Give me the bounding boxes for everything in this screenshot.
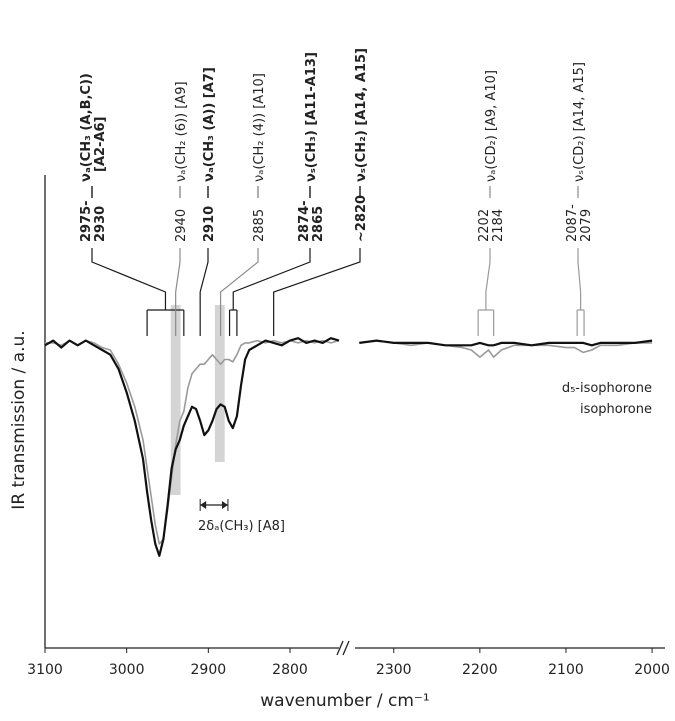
x-axis-title: wavenumber / cm⁻¹ — [260, 691, 429, 711]
highlight-band — [214, 305, 225, 462]
x-tick-label: 2300 — [376, 662, 412, 678]
annotation-number: 2940 — [174, 209, 189, 242]
annotation-number: ~2820 — [354, 195, 369, 242]
annotation-number: 2910 — [202, 206, 217, 242]
annotation-leader — [199, 248, 209, 310]
spectrum-line — [44, 337, 653, 557]
annotation-leader — [232, 248, 311, 310]
annotation-text: [A2-A6] — [93, 117, 108, 173]
x-tick-label: 2000 — [634, 662, 670, 678]
x-tick-label: 3100 — [27, 662, 63, 678]
x-tick-label: 2900 — [191, 662, 227, 678]
annotation-number: 2184 — [491, 209, 506, 242]
annotation: ~2820 νₛ(CH₂) [A14, A15] — [273, 48, 369, 336]
x-tick-label: 2100 — [548, 662, 584, 678]
annotation-text: νₐ(CH₃ (A,B,C)) — [79, 73, 94, 182]
annotation-number: 2885 — [252, 209, 267, 242]
annotation-number: 2202 — [477, 209, 492, 242]
axis-break — [336, 640, 350, 656]
arrow-head — [221, 501, 228, 509]
annotation: 2087- 2079 νₛ(CD₂) [A14, A15] — [565, 62, 594, 336]
annotation-number: 2975- — [79, 200, 94, 242]
annotation-leader — [273, 248, 361, 310]
annotation-text: νₐ(CD₂) [A9, A10] — [484, 70, 499, 182]
annotation-leader — [577, 248, 582, 310]
annotation-text: νₐ(CH₂ (4)) [A10] — [252, 73, 267, 182]
annotation-leader — [219, 248, 259, 310]
x-tick-label: 2200 — [462, 662, 498, 678]
annotation-number: 2874- — [297, 200, 312, 242]
annotation-text: νₐ(CH₃ (A)) [A7] — [202, 67, 217, 182]
annotation-text: νₐ(CH₂ (6)) [A9] — [174, 81, 189, 182]
annotation-leader — [485, 248, 491, 310]
legend-label: isophorone — [580, 402, 652, 417]
annotation: 2975- 2930 νₐ(CH₃ (A,B,C)) [A2-A6] — [79, 73, 185, 336]
x-tick-label: 2800 — [272, 662, 308, 678]
annotation: 2940 νₐ(CH₂ (6)) [A9] — [174, 81, 189, 336]
annotation-number: 2865 — [311, 206, 326, 242]
highlight-band — [170, 305, 181, 495]
y-axis-title: IR transmission / a.u. — [9, 330, 29, 509]
legend-label: d₅-isophorone — [562, 381, 652, 396]
spectrum-line — [45, 339, 653, 545]
annotation-text: νₛ(CH₂) [A14, A15] — [354, 48, 369, 182]
annotation-number: 2079 — [579, 209, 594, 242]
annotation-leader — [91, 248, 167, 310]
annotation-number: 2087- — [565, 204, 580, 242]
x-tick-label: 3000 — [109, 662, 145, 678]
annotation: 2885 νₐ(CH₂ (4)) [A10] — [219, 73, 267, 336]
annotation-leader — [175, 248, 181, 310]
annotation: 2874- 2865 νₛ(CH₃) [A11-A13] — [228, 52, 326, 336]
annotation-number: 2930 — [93, 206, 108, 242]
annotation: 2910 νₐ(CH₃ (A)) [A7] — [199, 67, 217, 336]
arrow-label: 2δₐ(CH₃) [A8] — [198, 519, 285, 534]
arrow-head — [200, 501, 207, 509]
annotation-text: νₛ(CD₂) [A14, A15] — [572, 62, 587, 182]
annotation-text: νₛ(CH₃) [A11-A13] — [304, 52, 319, 182]
annotation: 2202 2184 νₐ(CD₂) [A9, A10] — [477, 70, 506, 336]
